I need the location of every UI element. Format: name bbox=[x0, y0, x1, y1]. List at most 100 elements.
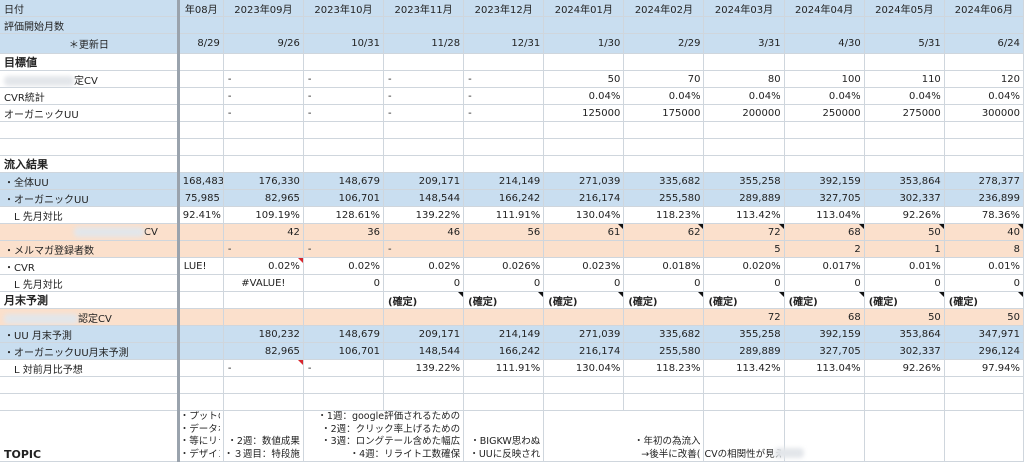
data-cell[interactable]: 355,258 bbox=[703, 325, 785, 343]
data-cell[interactable] bbox=[178, 87, 224, 105]
month-header[interactable]: 2023年11月 bbox=[383, 0, 465, 17]
data-cell[interactable]: 327,705 bbox=[784, 189, 865, 207]
data-cell[interactable]: 353,864 bbox=[864, 325, 945, 343]
data-cell[interactable]: (確定) bbox=[383, 291, 465, 309]
update-date[interactable]: 1/30 bbox=[543, 33, 625, 54]
data-cell[interactable]: 300000 bbox=[944, 104, 1024, 122]
data-cell[interactable]: (確定) bbox=[784, 291, 865, 309]
data-cell[interactable]: 113.04% bbox=[784, 359, 865, 377]
topic-note[interactable]: ・年初の為流入 →後半に改善( bbox=[543, 410, 805, 462]
data-cell[interactable]: - bbox=[463, 104, 545, 122]
data-cell[interactable]: 302,337 bbox=[864, 342, 945, 360]
data-cell[interactable]: 175000 bbox=[623, 104, 705, 122]
data-cell[interactable]: 168,483 bbox=[178, 172, 224, 190]
data-cell[interactable]: 130.04% bbox=[543, 206, 625, 224]
data-cell[interactable]: 70 bbox=[623, 70, 705, 88]
data-cell[interactable]: 0 bbox=[784, 274, 865, 292]
data-cell[interactable]: 0.020% bbox=[703, 257, 785, 275]
row-label[interactable]: ・CVR bbox=[0, 257, 180, 275]
data-cell[interactable]: (確定) bbox=[463, 291, 545, 309]
data-cell[interactable] bbox=[178, 274, 224, 292]
data-cell[interactable]: 0.01% bbox=[944, 257, 1024, 275]
topic-note[interactable]: ・2週：数値成果 ・３週目：特段施 bbox=[223, 410, 304, 462]
data-cell[interactable]: 0.04% bbox=[703, 87, 785, 105]
data-cell[interactable]: 209,171 bbox=[383, 172, 465, 190]
data-cell[interactable]: #VALUE! bbox=[223, 274, 304, 292]
data-cell[interactable]: 166,242 bbox=[463, 342, 545, 360]
data-cell[interactable]: 106,701 bbox=[303, 342, 385, 360]
row-label[interactable]: 定CV bbox=[0, 70, 180, 88]
data-cell[interactable]: 250000 bbox=[784, 104, 865, 122]
data-cell[interactable]: - bbox=[303, 359, 385, 377]
data-cell[interactable]: 72 bbox=[703, 308, 785, 326]
data-cell[interactable]: 0 bbox=[864, 274, 945, 292]
data-cell[interactable]: 2 bbox=[784, 240, 865, 258]
date-label[interactable]: 日付 bbox=[0, 0, 180, 17]
data-cell[interactable]: 62 bbox=[623, 223, 705, 241]
data-cell[interactable]: - bbox=[383, 240, 465, 258]
data-cell[interactable]: 335,682 bbox=[623, 325, 705, 343]
data-cell[interactable] bbox=[178, 104, 224, 122]
data-cell[interactable]: 255,580 bbox=[623, 189, 705, 207]
data-cell[interactable]: 0.018% bbox=[623, 257, 705, 275]
data-cell[interactable]: 0 bbox=[944, 274, 1024, 292]
data-cell[interactable]: - bbox=[303, 70, 385, 88]
data-cell[interactable]: - bbox=[303, 87, 385, 105]
data-cell[interactable]: 148,679 bbox=[303, 172, 385, 190]
section-title-topic[interactable]: TOPIC bbox=[0, 410, 180, 462]
data-cell[interactable]: - bbox=[463, 70, 545, 88]
data-cell[interactable] bbox=[178, 325, 224, 343]
data-cell[interactable]: 327,705 bbox=[784, 342, 865, 360]
data-cell[interactable]: 0.026% bbox=[463, 257, 545, 275]
row-label[interactable]: ・メルマガ登録者数 bbox=[0, 240, 180, 258]
data-cell[interactable]: 72 bbox=[703, 223, 785, 241]
month-header[interactable]: 2023年09月 bbox=[223, 0, 304, 17]
data-cell[interactable]: 139.22% bbox=[383, 206, 465, 224]
data-cell[interactable]: 180,232 bbox=[223, 325, 304, 343]
data-cell[interactable]: 0 bbox=[463, 274, 545, 292]
data-cell[interactable]: 80 bbox=[703, 70, 785, 88]
data-cell[interactable]: 271,039 bbox=[543, 325, 625, 343]
data-cell[interactable]: (確定) bbox=[543, 291, 625, 309]
data-cell[interactable]: 92.26% bbox=[864, 206, 945, 224]
data-cell[interactable] bbox=[623, 308, 705, 326]
data-cell[interactable]: 216,174 bbox=[543, 189, 625, 207]
section-title-inflow[interactable]: 流入結果 bbox=[0, 155, 180, 173]
data-cell[interactable]: 50 bbox=[543, 70, 625, 88]
eval-months-label[interactable]: 評価開始月数 bbox=[0, 16, 180, 34]
data-cell[interactable]: 0 bbox=[703, 274, 785, 292]
row-label[interactable]: CV bbox=[0, 223, 180, 241]
data-cell[interactable]: 110 bbox=[864, 70, 945, 88]
data-cell[interactable] bbox=[178, 223, 224, 241]
data-cell[interactable]: 50 bbox=[864, 223, 945, 241]
data-cell[interactable]: - bbox=[383, 87, 465, 105]
update-date[interactable]: 4/30 bbox=[784, 33, 865, 54]
update-date-label[interactable]: ＊更新日 bbox=[0, 33, 180, 54]
data-cell[interactable]: 82,965 bbox=[223, 189, 304, 207]
row-label[interactable]: 認定CV bbox=[0, 308, 180, 326]
data-cell[interactable]: 118.23% bbox=[623, 359, 705, 377]
data-cell[interactable]: 148,679 bbox=[303, 325, 385, 343]
update-date[interactable]: 12/31 bbox=[463, 33, 545, 54]
data-cell[interactable]: 275000 bbox=[864, 104, 945, 122]
data-cell[interactable]: 50 bbox=[944, 308, 1024, 326]
month-header[interactable]: 2023年10月 bbox=[303, 0, 385, 17]
data-cell[interactable]: 289,889 bbox=[703, 342, 785, 360]
data-cell[interactable]: 0.023% bbox=[543, 257, 625, 275]
data-cell[interactable]: 148,544 bbox=[383, 189, 465, 207]
data-cell[interactable]: - bbox=[223, 70, 304, 88]
data-cell[interactable]: 111.91% bbox=[463, 206, 545, 224]
data-cell[interactable]: 166,242 bbox=[463, 189, 545, 207]
data-cell[interactable]: 0.01% bbox=[864, 257, 945, 275]
update-date[interactable]: 5/31 bbox=[864, 33, 945, 54]
data-cell[interactable] bbox=[623, 240, 705, 258]
data-cell[interactable]: 118.23% bbox=[623, 206, 705, 224]
data-cell[interactable]: 100 bbox=[784, 70, 865, 88]
data-cell[interactable]: 255,580 bbox=[623, 342, 705, 360]
data-cell[interactable]: 0.04% bbox=[623, 87, 705, 105]
row-label[interactable]: ・オーガニックUU月末予測 bbox=[0, 342, 180, 360]
data-cell[interactable]: 278,377 bbox=[944, 172, 1024, 190]
data-cell[interactable]: 128.61% bbox=[303, 206, 385, 224]
data-cell[interactable]: 209,171 bbox=[383, 325, 465, 343]
section-title-targets[interactable]: 目標値 bbox=[0, 53, 180, 71]
